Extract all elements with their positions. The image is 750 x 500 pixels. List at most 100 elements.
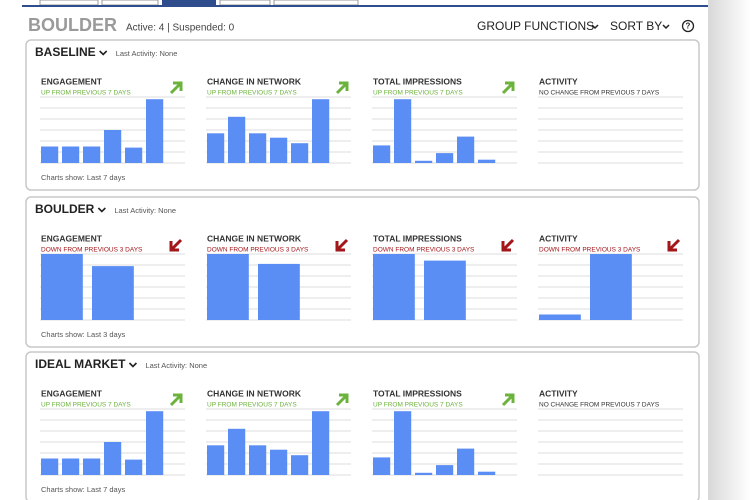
bar [291, 455, 309, 475]
panel-title: ACTIVITY [539, 233, 578, 243]
trend-text: DOWN FROM PREVIOUS 3 DAYS [41, 247, 143, 254]
bar [92, 266, 134, 320]
bar [590, 254, 632, 320]
help-icon[interactable] [681, 19, 695, 33]
bar [373, 254, 415, 320]
chevron [662, 24, 670, 30]
tab[interactable] [273, 0, 359, 6]
trend-text: NO CHANGE FROM PREVIOUS 7 DAYS [539, 90, 660, 97]
menu[interactable]: SORT BY [610, 19, 662, 33]
bar [291, 143, 309, 163]
bar [539, 314, 581, 320]
trend-text: DOWN FROM PREVIOUS 3 DAYS [539, 247, 641, 254]
bar [394, 411, 412, 475]
tab[interactable] [101, 0, 159, 6]
charts-footer: Charts show: Last 7 days [41, 485, 125, 494]
bar [41, 146, 59, 163]
bar [394, 99, 412, 163]
bar [62, 146, 80, 163]
panel-title: CHANGE IN NETWORK [207, 76, 302, 86]
bar [146, 99, 164, 163]
trend-text: UP FROM PREVIOUS 7 DAYS [207, 90, 297, 97]
chevron [591, 24, 599, 30]
panel-title: CHANGE IN NETWORK [207, 388, 302, 398]
bar [41, 458, 59, 475]
bar [41, 254, 83, 320]
trend-arrow [335, 81, 349, 95]
bar [228, 116, 246, 163]
group: BOULDER Last Activity: None Charts show: L… [25, 196, 700, 348]
groups: BASELINE Last Activity: None Charts show: … [25, 39, 700, 500]
bar [270, 449, 288, 475]
trend-text: UP FROM PREVIOUS 7 DAYS [41, 402, 131, 409]
group-box [25, 351, 700, 500]
trend-text: UP FROM PREVIOUS 7 DAYS [373, 402, 463, 409]
bar [457, 136, 475, 163]
bar [146, 411, 164, 475]
last-activity: Last Activity: None [114, 206, 176, 215]
bar [436, 465, 454, 475]
trend-arrow [169, 81, 183, 95]
bar [436, 153, 454, 163]
group: BASELINE Last Activity: None Charts show: … [25, 39, 700, 191]
panel-title: ENGAGEMENT [41, 233, 103, 243]
panel-title: TOTAL IMPRESSIONS [373, 388, 462, 398]
group-box [25, 196, 700, 348]
bar [125, 459, 143, 475]
group-name[interactable]: BOULDER [35, 202, 95, 216]
panel-title: CHANGE IN NETWORK [207, 233, 302, 243]
last-activity: Last Activity: None [116, 49, 178, 58]
tab[interactable] [39, 0, 99, 6]
bar [270, 137, 288, 163]
bar [207, 254, 249, 320]
group-box [25, 39, 700, 191]
bar [104, 130, 122, 163]
charts-footer: Charts show: Last 7 days [41, 173, 125, 182]
panel-title: ENGAGEMENT [41, 388, 103, 398]
trend-arrow [501, 393, 515, 407]
group-name[interactable]: BASELINE [35, 45, 96, 59]
trend-arrow [169, 393, 183, 407]
bar [478, 471, 496, 475]
trend-text: DOWN FROM PREVIOUS 3 DAYS [207, 247, 309, 254]
bar [478, 159, 496, 163]
trend-text: UP FROM PREVIOUS 7 DAYS [207, 402, 297, 409]
bar [373, 145, 391, 163]
window-shadow [708, 0, 750, 500]
charts-footer: Charts show: Last 3 days [41, 330, 125, 339]
tab-strip [22, 0, 708, 7]
page-title: BOULDER [28, 15, 117, 35]
trend-arrow [501, 238, 515, 252]
trend-text: NO CHANGE FROM PREVIOUS 7 DAYS [539, 402, 660, 409]
group: IDEAL MARKET Last Activity: None Charts sh… [25, 351, 700, 500]
panel-title: ACTIVITY [539, 76, 578, 86]
bar [207, 445, 225, 475]
bar [207, 133, 225, 163]
bar [249, 133, 267, 163]
trend-text: UP FROM PREVIOUS 7 DAYS [373, 90, 463, 97]
tab-rule [22, 5, 708, 7]
bar [312, 411, 330, 475]
trend-arrow [335, 238, 349, 252]
tab[interactable] [162, 0, 216, 5]
group-name[interactable]: IDEAL MARKET [35, 357, 126, 371]
bar [373, 457, 391, 475]
last-activity: Last Activity: None [145, 361, 207, 370]
bar [62, 458, 80, 475]
bar [125, 147, 143, 163]
chevron [99, 50, 108, 56]
bar [83, 146, 101, 163]
bar [415, 160, 433, 163]
panel-title: TOTAL IMPRESSIONS [373, 76, 462, 86]
menu[interactable]: GROUP FUNCTIONS [477, 19, 594, 33]
tab[interactable] [219, 0, 271, 6]
panel-title: TOTAL IMPRESSIONS [373, 233, 462, 243]
trend-arrow [335, 393, 349, 407]
trend-arrow [169, 238, 183, 252]
bar [415, 472, 433, 475]
bar [424, 260, 466, 320]
panel-title: ACTIVITY [539, 388, 578, 398]
bar [249, 445, 267, 475]
bar [457, 448, 475, 475]
